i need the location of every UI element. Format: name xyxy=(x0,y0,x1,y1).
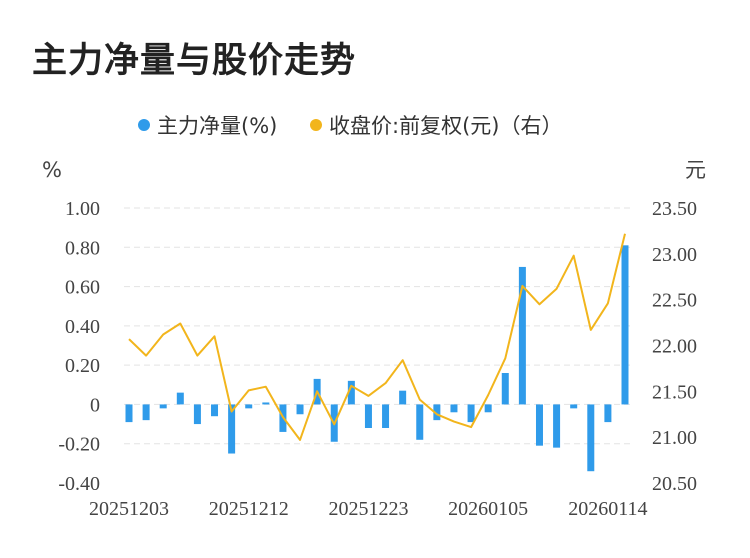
bar xyxy=(570,404,578,409)
bar xyxy=(262,402,270,405)
bar-series xyxy=(125,245,629,472)
left-tick-label: 0.20 xyxy=(65,355,100,377)
right-tick-label: 23.00 xyxy=(652,244,697,266)
left-tick-label: -0.40 xyxy=(58,473,100,495)
x-tick-label: 20251223 xyxy=(328,498,408,520)
axis-units: % 元 xyxy=(42,158,706,182)
bar xyxy=(604,404,612,423)
bar xyxy=(228,404,236,454)
right-axis-ticks: 23.50 23.00 22.50 22.00 21.50 21.00 20.50 xyxy=(652,198,697,495)
bar xyxy=(296,404,304,415)
bar xyxy=(467,404,475,423)
left-tick-label: -0.20 xyxy=(58,434,100,456)
bar xyxy=(621,245,629,405)
bar xyxy=(245,404,253,409)
x-tick-label: 20260114 xyxy=(568,498,647,520)
legend-marker xyxy=(138,119,150,131)
bar xyxy=(193,404,201,425)
bar xyxy=(416,404,424,440)
left-tick-label: 0.40 xyxy=(65,316,100,338)
bar xyxy=(347,380,355,405)
bar xyxy=(382,404,390,428)
legend-marker xyxy=(310,119,322,131)
gridlines xyxy=(124,207,630,445)
bar xyxy=(399,390,407,405)
bar xyxy=(364,404,372,428)
bar xyxy=(125,404,133,423)
x-tick-label: 20251212 xyxy=(209,498,289,520)
legend: 主力净量(%) 收盘价:前复权(元)（右） xyxy=(138,114,562,138)
bar xyxy=(535,404,543,446)
right-tick-label: 21.00 xyxy=(652,427,697,449)
left-tick-label: 0 xyxy=(90,394,100,416)
right-tick-label: 21.50 xyxy=(652,381,697,403)
left-axis-ticks: 1.00 0.80 0.60 0.40 0.20 0 -0.20 -0.40 xyxy=(58,198,100,495)
bar xyxy=(211,404,219,417)
x-tick-label: 20251203 xyxy=(89,498,169,520)
bar xyxy=(587,404,595,472)
bar xyxy=(450,404,458,413)
bar xyxy=(484,404,492,413)
bar xyxy=(433,404,441,421)
bar xyxy=(518,266,526,405)
line-series xyxy=(128,233,626,441)
x-tick-label: 20260105 xyxy=(448,498,528,520)
right-tick-label: 20.50 xyxy=(652,473,697,495)
right-axis-unit: 元 xyxy=(685,158,706,182)
chart-title: 主力净量与股价走势 xyxy=(32,41,357,81)
x-axis-ticks: 20251203 20251212 20251223 20260105 20260114 xyxy=(89,498,648,520)
price-line xyxy=(128,233,626,441)
left-tick-label: 0.80 xyxy=(65,237,100,259)
bar xyxy=(142,404,150,421)
bar xyxy=(176,392,184,405)
right-tick-label: 23.50 xyxy=(652,198,697,220)
bar xyxy=(501,373,509,405)
bar xyxy=(553,404,561,448)
right-tick-label: 22.50 xyxy=(652,290,697,312)
left-tick-label: 0.60 xyxy=(65,277,100,299)
right-tick-label: 22.00 xyxy=(652,336,697,358)
bar xyxy=(159,404,167,409)
left-tick-label: 1.00 xyxy=(65,198,100,220)
legend-label: 收盘价:前复权(元)（右） xyxy=(329,114,562,138)
left-axis-unit: % xyxy=(42,158,62,182)
legend-label: 主力净量(%) xyxy=(157,114,277,138)
